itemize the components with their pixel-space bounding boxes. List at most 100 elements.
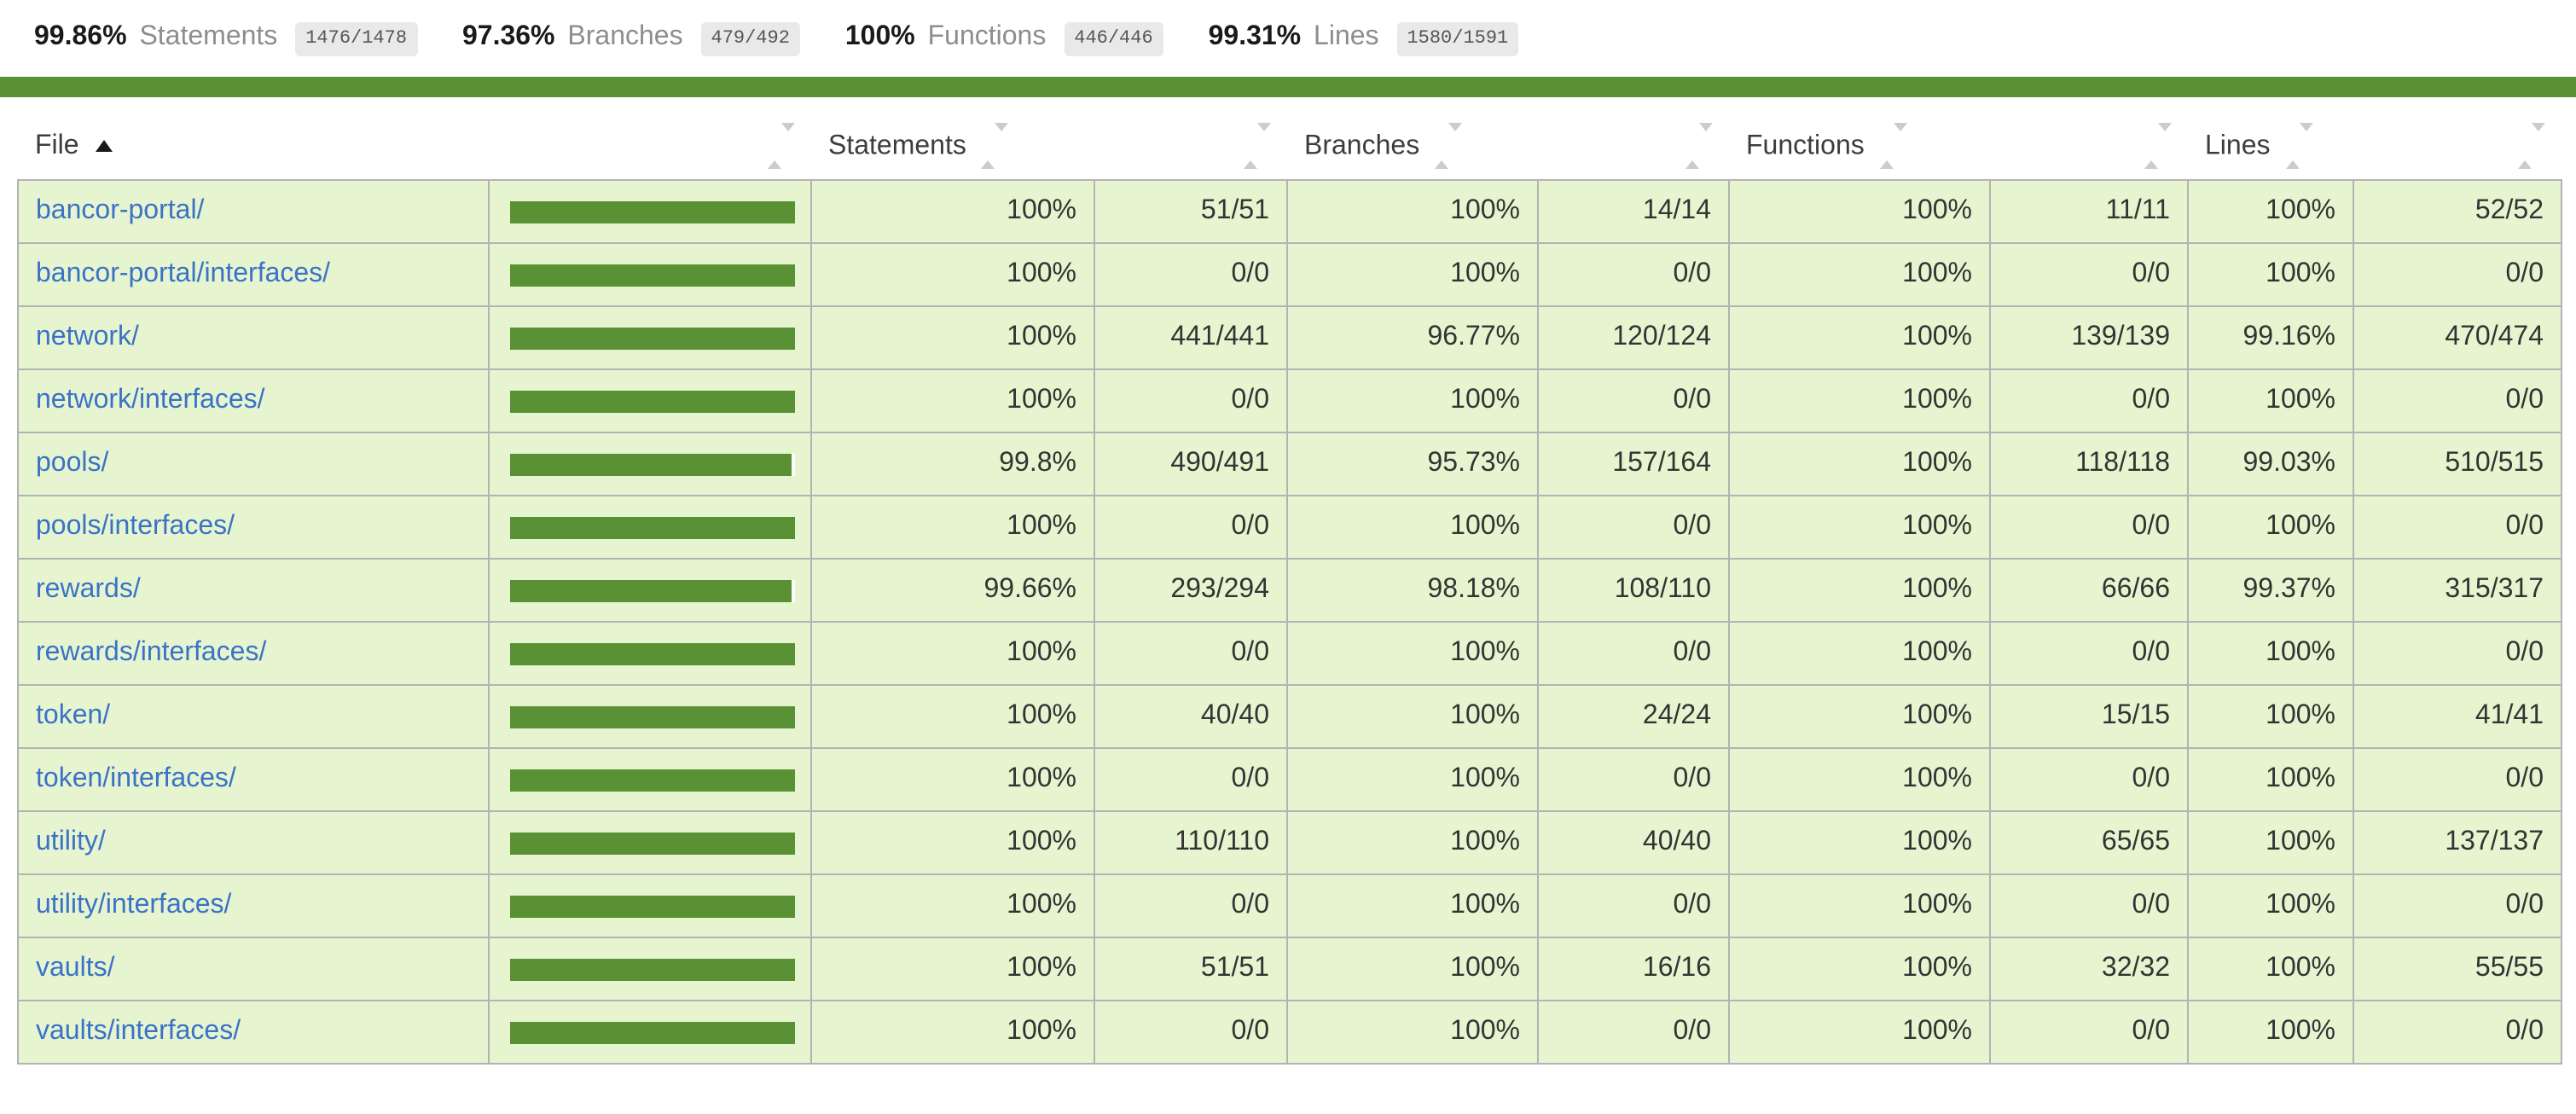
- functions-raw-cell: 65/65: [1989, 810, 2189, 876]
- lines-percent-cell: 99.37%: [2187, 558, 2354, 624]
- functions-percent-cell: 100%: [1728, 810, 1991, 876]
- branches-percent-cell: 100%: [1286, 242, 1539, 308]
- table-row: utility/interfaces/100% 0/0 100% 0/0 100% 0/0…: [17, 873, 2562, 939]
- file-cell: vaults/: [17, 937, 490, 1002]
- sort-icon: [1879, 123, 1907, 169]
- branches-raw-cell: 0/0: [1537, 495, 1730, 560]
- coverage-summary-bar: 99.86% Statements 1476/1478 97.36% Branc…: [0, 0, 2576, 77]
- branches-percent-cell: 100%: [1286, 495, 1539, 560]
- coverage-bar-cell: [488, 242, 812, 308]
- file-cell: bancor-portal/: [17, 179, 490, 245]
- column-header-statements-raw[interactable]: [1094, 114, 1287, 182]
- sort-icon: [1243, 123, 1270, 169]
- table-row: bancor-portal/interfaces/100% 0/0 100% 0/0 1…: [17, 242, 2562, 308]
- functions-percent-cell: 100%: [1728, 747, 1991, 813]
- coverage-bar-fill: [510, 579, 792, 602]
- statements-percent-cell: 100%: [810, 937, 1095, 1002]
- statements-raw-cell: 0/0: [1094, 621, 1288, 687]
- coverage-table-body: bancor-portal/100% 51/51 100% 14/14 100% 11/1…: [17, 179, 2562, 1065]
- lines-label: Lines: [1314, 22, 1379, 51]
- coverage-bar-cell: [488, 558, 812, 624]
- file-link[interactable]: rewards/: [36, 575, 141, 605]
- branches-raw-cell: 0/0: [1537, 368, 1730, 434]
- file-link[interactable]: rewards/interfaces/: [36, 638, 267, 668]
- coverage-bar-cell: [488, 368, 812, 434]
- column-header-functions[interactable]: Functions: [1729, 114, 1990, 182]
- lines-percent-cell: 99.03%: [2187, 432, 2354, 497]
- column-header-lines-raw[interactable]: [2353, 114, 2561, 182]
- file-link[interactable]: utility/interfaces/: [36, 891, 232, 920]
- coverage-bar: [510, 579, 795, 602]
- lines-raw-cell: 510/515: [2353, 432, 2562, 497]
- branches-raw-cell: 157/164: [1537, 432, 1730, 497]
- file-link[interactable]: network/interfaces/: [36, 386, 265, 415]
- file-link[interactable]: bancor-portal/interfaces/: [36, 259, 331, 289]
- column-header-bar-chart[interactable]: [489, 114, 811, 182]
- column-header-functions-raw[interactable]: [1990, 114, 2188, 182]
- branches-percent-cell: 95.73%: [1286, 432, 1539, 497]
- table-row: vaults/interfaces/100% 0/0 100% 0/0 100% 0/0 1…: [17, 1000, 2562, 1065]
- lines-raw-cell: 55/55: [2353, 937, 2562, 1002]
- summary-metric-functions: 100% Functions 446/446: [845, 20, 1163, 56]
- file-link[interactable]: bancor-portal/: [36, 196, 205, 226]
- coverage-bar-cell: [488, 747, 812, 813]
- statements-label: Statements: [139, 22, 278, 51]
- coverage-bar-cell: [488, 684, 812, 750]
- table-row: rewards/99.66% 293/294 98.18% 108/110 100% 66…: [17, 558, 2562, 624]
- table-row: network/interfaces/100% 0/0 100% 0/0 100% 0/0…: [17, 368, 2562, 434]
- file-link[interactable]: token/interfaces/: [36, 764, 236, 794]
- branches-header-label: Branches: [1304, 131, 1420, 161]
- sort-icon: [2517, 123, 2544, 169]
- functions-percent-cell: 100%: [1728, 305, 1991, 371]
- file-link[interactable]: vaults/interfaces/: [36, 1017, 241, 1047]
- coverage-status-bar: [0, 77, 2576, 97]
- branches-percent-cell: 100%: [1286, 368, 1539, 434]
- file-link[interactable]: pools/: [36, 449, 109, 479]
- statements-percent-cell: 100%: [810, 873, 1095, 939]
- lines-percent-cell: 99.16%: [2187, 305, 2354, 371]
- functions-percent-cell: 100%: [1728, 432, 1991, 497]
- lines-percent-cell: 100%: [2187, 1000, 2354, 1065]
- functions-percent: 100%: [844, 22, 915, 51]
- file-link[interactable]: network/: [36, 322, 139, 352]
- coverage-bar-fill: [510, 516, 795, 539]
- table-row: pools/99.8% 490/491 95.73% 157/164 100% 118/1…: [17, 432, 2562, 497]
- lines-raw-cell: 0/0: [2353, 242, 2562, 308]
- statements-raw-cell: 0/0: [1094, 873, 1288, 939]
- file-cell: pools/interfaces/: [17, 495, 490, 560]
- column-header-statements[interactable]: Statements: [811, 114, 1094, 182]
- sort-ascending-icon: [96, 140, 113, 153]
- column-header-branches-raw[interactable]: [1538, 114, 1729, 182]
- coverage-bar-fill: [510, 642, 795, 665]
- functions-percent-cell: 100%: [1728, 495, 1991, 560]
- file-link[interactable]: pools/interfaces/: [36, 512, 235, 542]
- sort-icon: [1435, 123, 1463, 169]
- coverage-bar-cell: [488, 495, 812, 560]
- file-link[interactable]: utility/: [36, 827, 106, 857]
- coverage-bar-fill: [510, 895, 795, 918]
- statements-percent: 99.86%: [34, 22, 127, 51]
- coverage-bar-fill: [510, 832, 795, 855]
- lines-raw-cell: 0/0: [2353, 747, 2562, 813]
- branches-label: Branches: [567, 22, 683, 51]
- sort-icon: [981, 123, 1009, 169]
- column-header-file[interactable]: File: [18, 114, 489, 182]
- file-link[interactable]: token/: [36, 701, 111, 731]
- functions-percent-cell: 100%: [1728, 937, 1991, 1002]
- coverage-bar-fill: [510, 264, 795, 287]
- branches-percent: 97.36%: [461, 22, 555, 51]
- statements-percent-cell: 100%: [810, 684, 1095, 750]
- file-cell: utility/interfaces/: [17, 873, 490, 939]
- lines-raw-cell: 470/474: [2353, 305, 2562, 371]
- coverage-bar-cell: [488, 621, 812, 687]
- branches-percent-cell: 100%: [1286, 810, 1539, 876]
- column-header-branches[interactable]: Branches: [1287, 114, 1538, 182]
- coverage-bar-cell: [488, 179, 812, 245]
- column-header-lines[interactable]: Lines: [2188, 114, 2353, 182]
- branches-raw-cell: 14/14: [1537, 179, 1730, 245]
- statements-raw-cell: 0/0: [1094, 1000, 1288, 1065]
- coverage-bar: [510, 832, 795, 855]
- sort-icon: [2144, 123, 2171, 169]
- file-link[interactable]: vaults/: [36, 954, 115, 983]
- functions-percent-cell: 100%: [1728, 684, 1991, 750]
